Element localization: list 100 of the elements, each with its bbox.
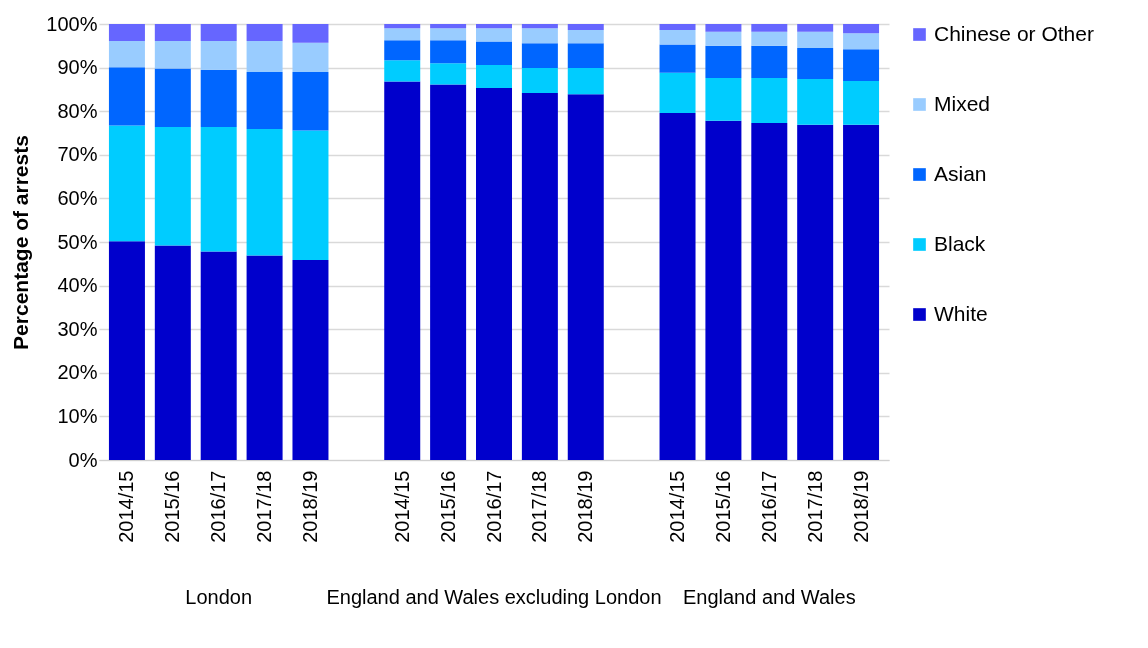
legend-label: Chinese or Other: [934, 21, 1094, 45]
bar: [797, 31, 834, 48]
bar: [843, 124, 880, 460]
x-tick-label: 2015/16: [711, 470, 734, 543]
bar: [292, 130, 329, 260]
bar: [567, 94, 604, 460]
x-tick-label: 2017/18: [803, 470, 826, 543]
text: England and Wales: [682, 586, 856, 608]
bar: [430, 24, 467, 29]
bar: [843, 81, 880, 125]
x-tick-label: 2016/17: [482, 470, 505, 543]
bar: [108, 41, 145, 68]
bar: [200, 69, 237, 127]
bar: [430, 28, 467, 41]
bar: [246, 24, 283, 41]
bar: [659, 30, 696, 45]
bar: [659, 72, 696, 113]
bar: [659, 24, 696, 31]
bar: [797, 47, 834, 79]
x-tick-label: 2014/15: [390, 470, 413, 543]
bar: [108, 241, 145, 460]
bar: [476, 64, 512, 89]
y-tick-label: 30%: [57, 317, 98, 340]
legend-label: Mixed: [934, 91, 991, 115]
legend-label: Black: [934, 231, 986, 255]
bar: [751, 122, 788, 460]
y-tick-label: 50%: [57, 230, 98, 253]
x-tick-label: 2018/19: [298, 470, 321, 543]
x-tick-label: 2014/15: [115, 470, 138, 543]
bar: [154, 126, 191, 246]
bar: [567, 68, 604, 95]
bar: [246, 129, 283, 256]
bar: [154, 68, 191, 127]
bar: [476, 28, 512, 42]
bar: [567, 43, 604, 69]
bar: [246, 71, 283, 130]
x-tick-label: 2014/15: [666, 470, 689, 543]
bar: [200, 126, 237, 252]
bar: [751, 45, 788, 79]
bar: [705, 45, 742, 79]
legend-label: White: [934, 301, 988, 325]
bar: [751, 78, 788, 123]
bar: [200, 251, 237, 460]
bar: [384, 24, 421, 29]
x-tick-label: 2018/19: [574, 470, 597, 543]
x-tick-label: 2015/16: [161, 470, 184, 543]
y-axis-title: Percentage of arrests: [9, 135, 33, 350]
y-tick-label: 70%: [57, 143, 98, 166]
y-tick-label: 80%: [57, 99, 98, 122]
y-tick-label: 60%: [57, 186, 98, 209]
x-tick-label: 2017/18: [253, 470, 276, 543]
bar: [521, 28, 558, 44]
y-tick-label: 10%: [57, 404, 98, 427]
bar: [843, 24, 880, 34]
x-tick-label: 2016/17: [757, 470, 780, 543]
bar: [430, 40, 467, 64]
x-tick-label: 2015/16: [436, 470, 459, 543]
bar: [430, 84, 467, 460]
bar: [751, 31, 788, 46]
legend-label: Asian: [934, 161, 987, 185]
x-tick-label: 2016/17: [207, 470, 230, 543]
bar: [430, 63, 467, 85]
bar: [384, 81, 421, 460]
bar: [659, 112, 696, 460]
text: England and Wales excluding London: [326, 586, 662, 608]
bar: [154, 245, 191, 460]
bar: [476, 24, 512, 29]
y-tick-label: 100%: [46, 12, 98, 35]
x-tick-label: 2018/19: [849, 470, 872, 543]
bar: [521, 24, 558, 29]
bar: [154, 24, 191, 41]
bar: [384, 28, 421, 41]
y-tick-label: 0%: [68, 448, 98, 471]
y-tick-label: 40%: [57, 274, 98, 297]
bar: [384, 40, 421, 61]
bar: [521, 43, 558, 69]
bar: [705, 120, 742, 460]
bar: [246, 41, 283, 72]
bar: [659, 44, 696, 73]
bar: [292, 259, 329, 460]
bar: [384, 60, 421, 82]
y-tick-label: 90%: [57, 56, 98, 79]
bar: [843, 49, 880, 82]
bar: [521, 92, 558, 460]
bar: [292, 24, 329, 43]
y-tick-label: 20%: [57, 361, 98, 384]
bar: [843, 33, 880, 50]
bar: [705, 78, 742, 121]
bar: [751, 24, 788, 32]
bar: [108, 125, 145, 242]
bar: [521, 68, 558, 93]
bar: [108, 67, 145, 126]
bar: [705, 24, 742, 32]
bar: [797, 124, 834, 460]
bar: [108, 24, 145, 41]
bar: [797, 78, 834, 125]
bar: [292, 71, 329, 131]
bar: [476, 88, 512, 460]
bar: [705, 31, 742, 46]
x-tick-label: 2017/18: [528, 470, 551, 543]
